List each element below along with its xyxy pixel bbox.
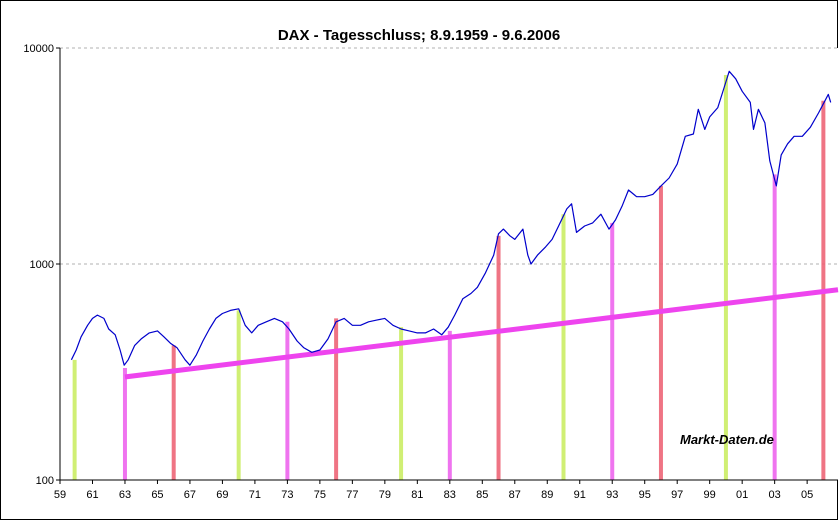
y-tick-label: 10000 xyxy=(23,43,54,55)
x-tick-label: 89 xyxy=(541,489,553,501)
vertical-markers xyxy=(72,74,826,480)
x-tick-label: 65 xyxy=(151,489,163,501)
x-ticks: 59 61 63 65 67 69 71 73 75 77 79 81 83 85 87 89 91 93 95 97… xyxy=(54,480,813,501)
chart-title: DAX - Tagesschluss; 8.9.1959 - 9.6.2006 xyxy=(278,27,560,44)
x-tick-label: 61 xyxy=(86,489,98,501)
x-tick-label: 77 xyxy=(346,489,358,501)
x-tick-label: 95 xyxy=(639,489,651,501)
dax-series-line xyxy=(70,70,832,366)
x-tick-label: 81 xyxy=(411,489,423,501)
y-ticks: 100 1000 10000 xyxy=(23,43,60,487)
x-tick-label: 67 xyxy=(184,489,196,501)
trend-line-group xyxy=(124,287,839,380)
x-tick-label: 85 xyxy=(476,489,488,501)
x-tick-label: 59 xyxy=(54,489,66,501)
x-tick-label: 79 xyxy=(379,489,391,501)
x-tick-label: 87 xyxy=(509,489,521,501)
x-tick-label: 93 xyxy=(606,489,618,501)
x-tick-label: 97 xyxy=(671,489,683,501)
x-tick-label: 63 xyxy=(119,489,131,501)
x-tick-label: 75 xyxy=(314,489,326,501)
x-tick-label: 83 xyxy=(444,489,456,501)
x-tick-label: 03 xyxy=(769,489,781,501)
x-tick-label: 71 xyxy=(249,489,261,501)
x-tick-label: 05 xyxy=(801,489,813,501)
trend-line xyxy=(124,287,839,380)
y-tick-label: 100 xyxy=(36,475,54,487)
x-tick-label: 01 xyxy=(736,489,748,501)
series-group xyxy=(70,70,832,366)
x-tick-label: 91 xyxy=(574,489,586,501)
watermark: Markt-Daten.de xyxy=(680,432,774,447)
x-tick-label: 69 xyxy=(216,489,228,501)
x-tick-label: 73 xyxy=(281,489,293,501)
x-tick-label: 99 xyxy=(704,489,716,501)
grid-lines xyxy=(60,47,838,265)
y-tick-label: 1000 xyxy=(30,259,54,271)
